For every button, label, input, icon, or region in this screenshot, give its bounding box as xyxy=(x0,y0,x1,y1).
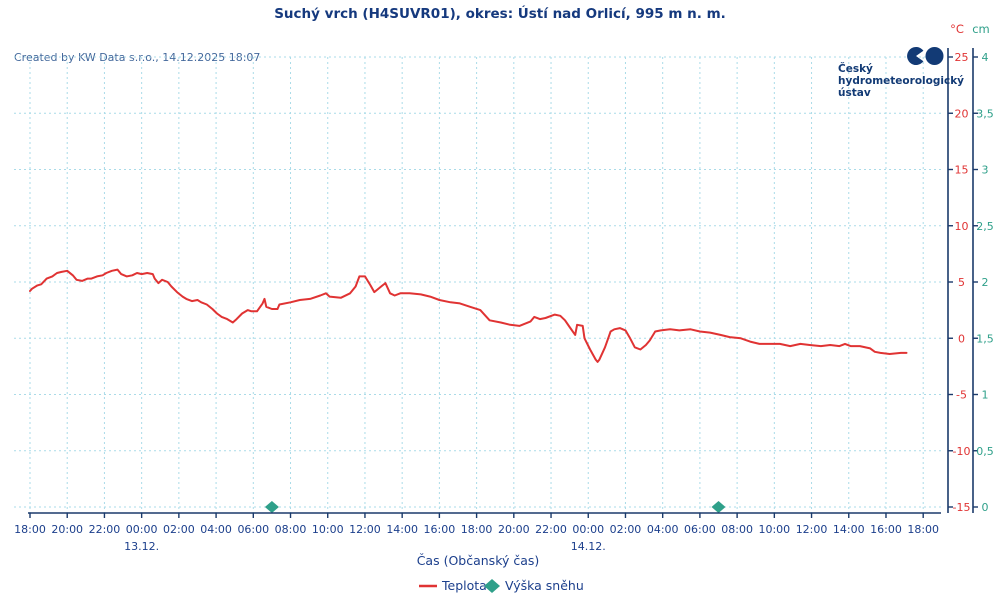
x-tick-label: 10:00 xyxy=(758,523,790,536)
temp-tick-label: 5 xyxy=(958,276,965,289)
temp-tick-label: 25 xyxy=(955,51,969,64)
snow-tick-label: 0,5 xyxy=(976,445,994,458)
snow-tick-label: 1 xyxy=(982,389,989,402)
x-tick-label: 20:00 xyxy=(51,523,83,536)
legend: Teplota Výška sněhu xyxy=(419,578,584,593)
x-date-label: 13.12. xyxy=(124,540,159,553)
x-tick-label: 04:00 xyxy=(200,523,232,536)
x-tick-label: 18:00 xyxy=(461,523,493,536)
x-tick-label: 10:00 xyxy=(312,523,344,536)
snow-axis-unit: cm xyxy=(972,22,990,36)
x-tick-label: 00:00 xyxy=(572,523,604,536)
x-tick-label: 08:00 xyxy=(275,523,307,536)
legend-label-snow: Výška sněhu xyxy=(505,578,584,593)
x-tick-label: 16:00 xyxy=(424,523,456,536)
temp-tick-label: 20 xyxy=(955,107,969,120)
x-tick-label: 20:00 xyxy=(498,523,530,536)
snow-tick-label: 4 xyxy=(982,51,989,64)
chmi-logo: Český hydrometeorologický ústav xyxy=(838,47,964,99)
data-series xyxy=(29,268,908,513)
logo-line-1: Český xyxy=(838,62,873,75)
snow-tick-label: 2,5 xyxy=(976,220,994,233)
temp-tick-label: 15 xyxy=(955,164,969,177)
x-tick-label: 00:00 xyxy=(126,523,158,536)
temp-axis-unit: °C xyxy=(950,22,964,36)
x-tick-label: 08:00 xyxy=(721,523,753,536)
snow-depth-marker xyxy=(264,501,279,513)
temperature-line xyxy=(29,268,908,363)
x-tick-label: 02:00 xyxy=(163,523,195,536)
snow-tick-label: 1,5 xyxy=(976,332,994,345)
x-tick-label: 18:00 xyxy=(14,523,46,536)
x-tick-label: 18:00 xyxy=(907,523,939,536)
axes: 18:00 20:00 22:00 00:00 02:00 04:00 06:00 08:00… xyxy=(14,22,994,553)
temp-tick-label: 10 xyxy=(955,220,969,233)
gridlines xyxy=(14,56,941,513)
logo-line-3: ústav xyxy=(838,87,871,99)
x-tick-label: 16:00 xyxy=(870,523,902,536)
temp-tick-label: -5 xyxy=(956,389,967,402)
x-axis-title: Čas (Občanský čas) xyxy=(417,553,540,568)
x-date-label: 14.12. xyxy=(571,540,606,553)
chmi-logo-mark-icon xyxy=(907,47,924,65)
snow-tick-label: 3,5 xyxy=(976,107,994,120)
x-tick-label: 14:00 xyxy=(833,523,865,536)
chart-title: Suchý vrch (H4SUVR01), okres: Ústí nad O… xyxy=(274,4,726,22)
snow-depth-marker xyxy=(711,501,726,513)
snow-tick-label: 0 xyxy=(982,501,989,514)
watermark-text: Created by KW Data s.r.o., 14.12.2025 18… xyxy=(14,51,260,64)
temp-tick-label: -15 xyxy=(953,501,971,514)
x-tick-label: 12:00 xyxy=(796,523,828,536)
x-tick-label: 12:00 xyxy=(349,523,381,536)
x-tick-label: 14:00 xyxy=(386,523,418,536)
x-tick-label: 02:00 xyxy=(610,523,642,536)
temp-tick-label: -10 xyxy=(953,445,971,458)
x-tick-label: 22:00 xyxy=(535,523,567,536)
snow-tick-label: 3 xyxy=(982,164,989,177)
x-tick-label: 06:00 xyxy=(684,523,716,536)
chmi-logo-dot-icon xyxy=(925,47,944,65)
logo-line-2: hydrometeorologický xyxy=(838,75,964,87)
temp-tick-label: 0 xyxy=(958,332,965,345)
x-tick-label: 04:00 xyxy=(647,523,679,536)
snow-tick-label: 2 xyxy=(982,276,989,289)
legend-label-temperature: Teplota xyxy=(441,578,487,593)
x-tick-label: 06:00 xyxy=(237,523,269,536)
x-tick-label: 22:00 xyxy=(89,523,121,536)
legend-diamond-marker xyxy=(484,579,500,593)
